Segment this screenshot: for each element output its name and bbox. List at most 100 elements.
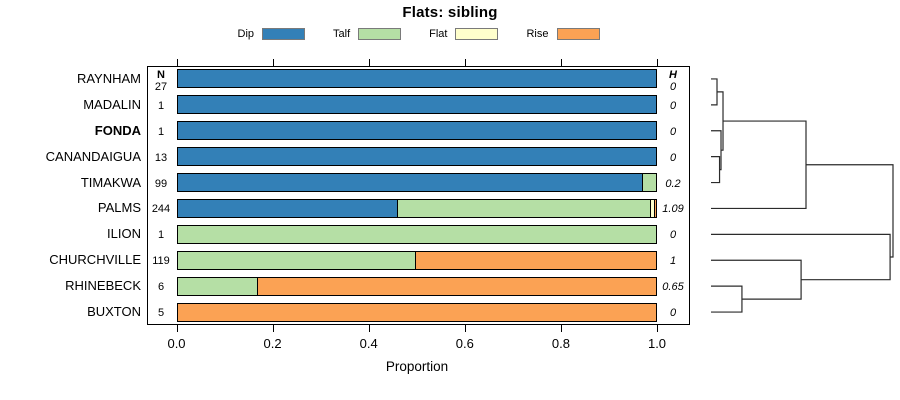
legend-swatch-talf bbox=[358, 28, 402, 40]
n-column-value: 6 bbox=[157, 281, 165, 294]
h-column-value-header: H bbox=[669, 69, 677, 81]
dendrogram-branch bbox=[806, 164, 894, 258]
bar-segment-dip bbox=[177, 70, 656, 88]
x-axis-tick-label: 1.0 bbox=[647, 336, 667, 351]
bar-row-label: RAYNHAM bbox=[76, 70, 141, 86]
legend-swatch-flat bbox=[455, 28, 499, 40]
n-column-value: 1 bbox=[157, 229, 165, 242]
n-column-value: 99 bbox=[154, 177, 168, 190]
bar-row-label: MADALIN bbox=[83, 96, 141, 112]
legend-swatch-dip bbox=[262, 28, 306, 40]
legend-item-rise: Rise bbox=[526, 28, 600, 40]
x-axis-bottom-tick bbox=[464, 325, 466, 332]
stacked-bar bbox=[176, 95, 657, 115]
stacked-bar bbox=[176, 302, 657, 322]
stacked-bar bbox=[176, 250, 657, 270]
bar-segment-talf bbox=[177, 251, 415, 269]
h-column-value: 0.2 bbox=[665, 177, 681, 190]
dendrogram-branch bbox=[711, 259, 802, 300]
n-column-value: 5 bbox=[157, 307, 165, 320]
dendrogram-branch bbox=[711, 285, 743, 313]
stacked-bar bbox=[176, 173, 657, 193]
x-axis-top-tick bbox=[176, 59, 178, 66]
dendrogram-branch bbox=[717, 91, 724, 151]
stacked-bar bbox=[176, 198, 657, 218]
x-axis-top-tick bbox=[657, 59, 658, 66]
bar-segment-flat bbox=[650, 199, 655, 217]
bar-row-label: RHINEBECK bbox=[65, 278, 141, 294]
bar-row-label: CANANDAIGUA bbox=[45, 148, 141, 164]
bar-segment-rise bbox=[177, 303, 656, 321]
legend-item-flat: Flat bbox=[429, 28, 499, 40]
x-axis-top-tick bbox=[272, 59, 274, 66]
bar-segment-dip bbox=[177, 199, 398, 217]
legend-label-dip: Dip bbox=[237, 28, 255, 40]
n-column-value: N 27 bbox=[141, 69, 181, 93]
x-axis-top-tick bbox=[560, 59, 562, 66]
bar-row-label: ILION bbox=[107, 226, 141, 242]
stacked-bar bbox=[176, 276, 657, 296]
bar-segment-rise bbox=[654, 199, 656, 217]
dendrogram-branch bbox=[711, 156, 721, 184]
stacked-bar bbox=[176, 147, 657, 167]
h-column-value: 0 bbox=[669, 125, 677, 138]
stacked-bar bbox=[176, 121, 657, 141]
legend-label-flat: Flat bbox=[429, 28, 448, 40]
n-column-value: 1 bbox=[157, 125, 165, 138]
x-axis-bottom-tick bbox=[657, 325, 658, 332]
n-column-value-header: N bbox=[157, 69, 165, 81]
dendrogram-branch bbox=[711, 78, 718, 106]
legend-label-rise: Rise bbox=[526, 28, 549, 40]
x-axis-top-tick bbox=[368, 59, 370, 66]
n-column-value: 119 bbox=[152, 255, 170, 268]
bar-segment-rise bbox=[257, 277, 656, 295]
stacked-bar bbox=[176, 69, 657, 89]
bar-segment-dip bbox=[177, 174, 642, 192]
x-axis-top-tick bbox=[464, 59, 466, 66]
x-axis-tick-label: 0.0 bbox=[167, 336, 186, 351]
x-axis-tick-label: 0.8 bbox=[551, 336, 570, 351]
bar-segment-rise bbox=[414, 251, 656, 269]
legend: Dip Talf Flat Rise bbox=[147, 26, 690, 42]
x-axis-tick-label: 0.6 bbox=[455, 336, 474, 351]
legend-swatch-rise bbox=[556, 28, 600, 40]
x-axis-tick-label: 0.2 bbox=[263, 336, 282, 351]
h-column-value: 1 bbox=[669, 255, 677, 268]
bar-segment-talf bbox=[177, 277, 258, 295]
bar-segment-talf bbox=[397, 199, 651, 217]
dendrogram-branch bbox=[711, 120, 807, 210]
x-axis-bottom-tick bbox=[368, 325, 370, 332]
x-axis-bottom-tick bbox=[272, 325, 274, 332]
stacked-bar bbox=[176, 224, 657, 244]
bar-segment-dip bbox=[177, 122, 656, 140]
bar-row-label: CHURCHVILLE bbox=[49, 252, 141, 268]
plot-frame bbox=[147, 66, 690, 325]
h-column-value: 0.65 bbox=[662, 281, 684, 294]
bar-segment-talf bbox=[177, 225, 656, 243]
h-column-value: 0 bbox=[669, 307, 677, 320]
bar-segment-dip bbox=[177, 96, 656, 114]
n-column-value: 13 bbox=[154, 151, 168, 164]
h-column-value: 1.09 bbox=[662, 203, 684, 216]
x-axis-title: Proportion bbox=[385, 359, 449, 374]
bar-row-label: TIMAKWA bbox=[80, 174, 141, 190]
x-axis-bottom-tick bbox=[176, 325, 178, 332]
chart-title: Flats: sibling bbox=[402, 4, 498, 21]
bar-row-label: BUXTON bbox=[87, 304, 141, 320]
x-axis-bottom-tick bbox=[560, 325, 562, 332]
bar-row-label: PALMS bbox=[97, 200, 141, 216]
bar-segment-dip bbox=[177, 148, 656, 166]
bar-row-label: FONDA bbox=[94, 122, 141, 138]
h-column-value: 0 bbox=[669, 229, 677, 242]
legend-item-talf: Talf bbox=[333, 28, 402, 40]
h-column-value: 0 bbox=[669, 151, 677, 164]
legend-item-dip: Dip bbox=[238, 28, 306, 40]
x-axis-tick-label: 0.4 bbox=[359, 336, 378, 351]
n-column-value: 244 bbox=[151, 203, 171, 216]
legend-label-talf: Talf bbox=[333, 28, 351, 40]
bar-segment-talf bbox=[641, 174, 656, 192]
h-column-value: 0 bbox=[669, 99, 677, 112]
